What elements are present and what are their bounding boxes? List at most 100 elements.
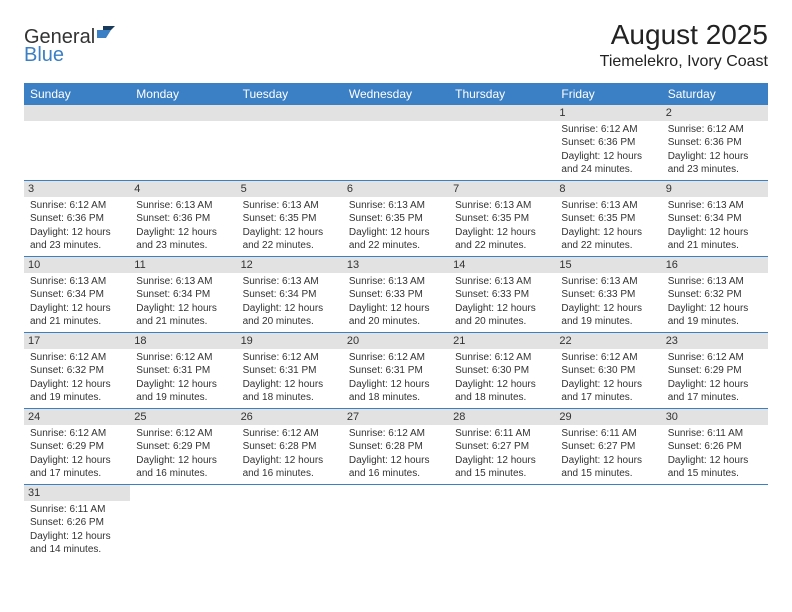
daylight-text-1: Daylight: 12 hours [136, 454, 230, 468]
daylight-text-1: Daylight: 12 hours [668, 302, 762, 316]
day-number: 16 [662, 257, 768, 273]
calendar-cell: 4Sunrise: 6:13 AMSunset: 6:36 PMDaylight… [130, 181, 236, 257]
sunset-text: Sunset: 6:36 PM [668, 136, 762, 150]
day-cell: 5Sunrise: 6:13 AMSunset: 6:35 PMDaylight… [237, 181, 343, 257]
daylight-text-1: Daylight: 12 hours [30, 302, 124, 316]
day-number: 7 [449, 181, 555, 197]
daylight-text-2: and 22 minutes. [455, 239, 549, 253]
sunset-text: Sunset: 6:36 PM [30, 212, 124, 226]
sunset-text: Sunset: 6:29 PM [30, 440, 124, 454]
sun-info: Sunrise: 6:12 AMSunset: 6:36 PMDaylight:… [30, 199, 124, 253]
day-cell: 28Sunrise: 6:11 AMSunset: 6:27 PMDayligh… [449, 409, 555, 485]
daylight-text-2: and 17 minutes. [30, 467, 124, 481]
daylight-text-1: Daylight: 12 hours [668, 454, 762, 468]
day-header-row: Sunday Monday Tuesday Wednesday Thursday… [24, 83, 768, 105]
daylight-text-1: Daylight: 12 hours [30, 454, 124, 468]
sun-info: Sunrise: 6:12 AMSunset: 6:36 PMDaylight:… [561, 123, 655, 177]
sun-info: Sunrise: 6:12 AMSunset: 6:28 PMDaylight:… [243, 427, 337, 481]
sunset-text: Sunset: 6:35 PM [455, 212, 549, 226]
day-number: 11 [130, 257, 236, 273]
daylight-text-2: and 19 minutes. [668, 315, 762, 329]
sunset-text: Sunset: 6:33 PM [455, 288, 549, 302]
sunset-text: Sunset: 6:30 PM [561, 364, 655, 378]
sun-info: Sunrise: 6:12 AMSunset: 6:30 PMDaylight:… [561, 351, 655, 405]
sun-info: Sunrise: 6:12 AMSunset: 6:29 PMDaylight:… [136, 427, 230, 481]
sunset-text: Sunset: 6:35 PM [349, 212, 443, 226]
calendar-cell: 3 Sunrise: 6:12 AMSunset: 6:36 PMDaylight… [24, 181, 130, 257]
title-area: August 2025 Tiemelekro, Ivory Coast [600, 20, 768, 71]
daylight-text-2: and 23 minutes. [30, 239, 124, 253]
sunrise-text: Sunrise: 6:11 AM [455, 427, 549, 441]
day-cell: 6Sunrise: 6:13 AMSunset: 6:35 PMDaylight… [343, 181, 449, 257]
month-title: August 2025 [600, 20, 768, 51]
day-number: 15 [555, 257, 661, 273]
day-cell: 4Sunrise: 6:13 AMSunset: 6:36 PMDaylight… [130, 181, 236, 257]
sunrise-text: Sunrise: 6:11 AM [561, 427, 655, 441]
calendar-cell [555, 485, 661, 561]
sunset-text: Sunset: 6:35 PM [561, 212, 655, 226]
calendar-row: 24Sunrise: 6:12 AMSunset: 6:29 PMDayligh… [24, 409, 768, 485]
daylight-text-2: and 20 minutes. [243, 315, 337, 329]
sunset-text: Sunset: 6:28 PM [243, 440, 337, 454]
daylight-text-1: Daylight: 12 hours [455, 226, 549, 240]
sunset-text: Sunset: 6:34 PM [668, 212, 762, 226]
day-number: 9 [662, 181, 768, 197]
day-cell: 1Sunrise: 6:12 AMSunset: 6:36 PMDaylight… [555, 105, 661, 181]
daylight-text-2: and 23 minutes. [136, 239, 230, 253]
sun-info: Sunrise: 6:13 AMSunset: 6:33 PMDaylight:… [561, 275, 655, 329]
day-number: 19 [237, 333, 343, 349]
day-number: 24 [24, 409, 130, 425]
calendar-cell: 1Sunrise: 6:12 AMSunset: 6:36 PMDaylight… [555, 105, 661, 181]
sun-info: Sunrise: 6:13 AMSunset: 6:34 PMDaylight:… [668, 199, 762, 253]
day-cell: 27Sunrise: 6:12 AMSunset: 6:28 PMDayligh… [343, 409, 449, 485]
sunset-text: Sunset: 6:27 PM [561, 440, 655, 454]
day-cell: 14Sunrise: 6:13 AMSunset: 6:33 PMDayligh… [449, 257, 555, 333]
daylight-text-1: Daylight: 12 hours [136, 378, 230, 392]
sunrise-text: Sunrise: 6:13 AM [561, 199, 655, 213]
day-cell: 12Sunrise: 6:13 AMSunset: 6:34 PMDayligh… [237, 257, 343, 333]
calendar-cell: 15 Sunrise: 6:13 AMSunset: 6:33 PMDayligh… [555, 257, 661, 333]
sun-info: Sunrise: 6:13 AMSunset: 6:34 PMDaylight:… [136, 275, 230, 329]
sunset-text: Sunset: 6:33 PM [349, 288, 443, 302]
page-header: General August 2025 Tiemelekro, Ivory Co… [24, 20, 768, 71]
daylight-text-1: Daylight: 12 hours [561, 302, 655, 316]
day-cell: 19Sunrise: 6:12 AMSunset: 6:31 PMDayligh… [237, 333, 343, 409]
calendar-cell [130, 485, 236, 561]
calendar-cell: 26 Sunrise: 6:12 AMSunset: 6:28 PMDayligh… [237, 409, 343, 485]
day-cell: 13Sunrise: 6:13 AMSunset: 6:33 PMDayligh… [343, 257, 449, 333]
day-cell: 31Sunrise: 6:11 AMSunset: 6:26 PMDayligh… [24, 485, 130, 561]
sunrise-text: Sunrise: 6:12 AM [561, 351, 655, 365]
day-number: 6 [343, 181, 449, 197]
sunrise-text: Sunrise: 6:12 AM [455, 351, 549, 365]
calendar-cell: 23Sunrise: 6:12 AMSunset: 6:29 PMDayligh… [662, 333, 768, 409]
sunrise-text: Sunrise: 6:13 AM [136, 199, 230, 213]
day-cell: 18Sunrise: 6:12 AMSunset: 6:31 PMDayligh… [130, 333, 236, 409]
sunrise-text: Sunrise: 6:12 AM [136, 427, 230, 441]
calendar-cell: 6Sunrise: 6:13 AMSunset: 6:35 PMDaylight… [343, 181, 449, 257]
daylight-text-1: Daylight: 12 hours [349, 378, 443, 392]
empty-cell [449, 105, 555, 181]
sunrise-text: Sunrise: 6:13 AM [349, 275, 443, 289]
day-number: 17 [24, 333, 130, 349]
sunrise-text: Sunrise: 6:11 AM [30, 503, 124, 517]
sunset-text: Sunset: 6:27 PM [455, 440, 549, 454]
day-number: 8 [555, 181, 661, 197]
sunset-text: Sunset: 6:35 PM [243, 212, 337, 226]
sun-info: Sunrise: 6:12 AMSunset: 6:36 PMDaylight:… [668, 123, 762, 177]
sun-info: Sunrise: 6:13 AMSunset: 6:35 PMDaylight:… [243, 199, 337, 253]
daylight-text-2: and 16 minutes. [349, 467, 443, 481]
daylight-text-2: and 22 minutes. [349, 239, 443, 253]
sunset-text: Sunset: 6:29 PM [668, 364, 762, 378]
sun-info: Sunrise: 6:12 AMSunset: 6:30 PMDaylight:… [455, 351, 549, 405]
calendar-cell [449, 105, 555, 181]
sunset-text: Sunset: 6:34 PM [243, 288, 337, 302]
daylight-text-2: and 19 minutes. [561, 315, 655, 329]
calendar-cell [24, 105, 130, 181]
day-number: 26 [237, 409, 343, 425]
day-cell: 26 Sunrise: 6:12 AMSunset: 6:28 PMDayligh… [237, 409, 343, 485]
daylight-text-1: Daylight: 12 hours [30, 378, 124, 392]
calendar-cell [237, 485, 343, 561]
calendar-cell: 30Sunrise: 6:11 AMSunset: 6:26 PMDayligh… [662, 409, 768, 485]
sunrise-text: Sunrise: 6:11 AM [668, 427, 762, 441]
day-number: 3 [24, 181, 130, 197]
